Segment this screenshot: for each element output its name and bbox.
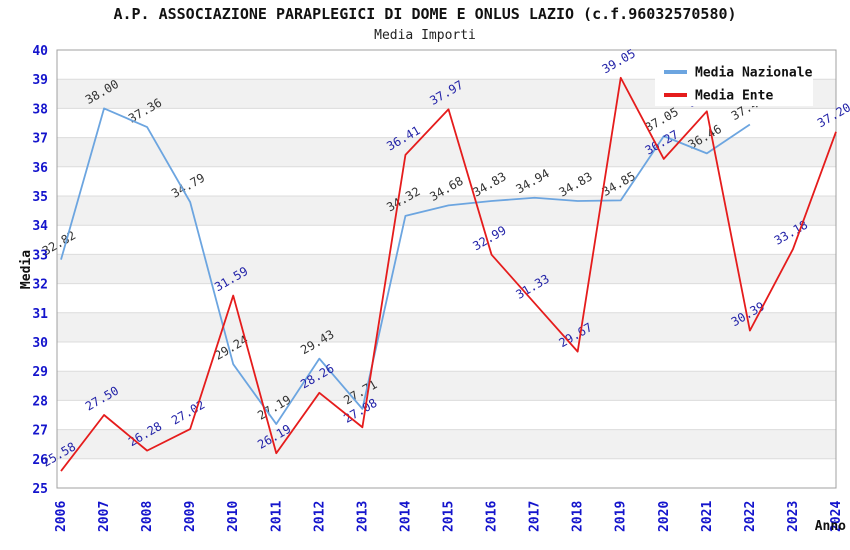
- data-label-ente: 39.05: [600, 46, 638, 76]
- x-axis-title: Anno: [814, 519, 846, 534]
- y-tick-label: 29: [32, 365, 48, 380]
- x-tick-label: 2020: [657, 501, 672, 532]
- y-tick-label: 34: [32, 219, 48, 234]
- plot-band: [57, 196, 836, 226]
- y-tick-label: 37: [32, 132, 48, 147]
- legend-label-ente: Media Ente: [695, 89, 773, 104]
- x-tick-label: 2018: [571, 501, 586, 532]
- x-tick-label: 2016: [485, 501, 500, 532]
- series-line-nazionale: [60, 107, 751, 425]
- x-tick-label: 2014: [398, 501, 413, 532]
- data-label-nazionale: 34.94: [513, 166, 551, 196]
- y-tick-label: 32: [32, 278, 48, 293]
- plot-band: [57, 254, 836, 284]
- x-tick-label: 2023: [786, 501, 801, 532]
- x-tick-label: 2019: [614, 501, 629, 532]
- x-tick-label: 2022: [743, 501, 758, 532]
- y-tick-label: 39: [32, 73, 48, 88]
- chart-subtitle: Media Importi: [374, 28, 476, 43]
- plot-border: [56, 49, 837, 489]
- x-tick-label: 2021: [700, 501, 715, 532]
- legend-label-nazionale: Media Nazionale: [695, 66, 813, 81]
- y-tick-label: 25: [32, 482, 48, 497]
- y-tick-label: 40: [32, 44, 48, 59]
- y-tick-label: 31: [32, 307, 48, 322]
- y-tick-label: 33: [32, 248, 48, 263]
- x-tick-label: 2013: [355, 501, 370, 532]
- plot-band: [57, 137, 836, 167]
- x-tick-label: 2015: [442, 501, 457, 532]
- plot-band: [57, 371, 836, 401]
- data-label-nazionale: 34.83: [557, 169, 595, 199]
- x-tick-label: 2006: [54, 501, 69, 532]
- y-tick-label: 36: [32, 161, 48, 176]
- series-line-ente: [60, 76, 837, 472]
- y-tick-label: 27: [32, 424, 48, 439]
- y-axis-title: Media: [19, 249, 35, 290]
- y-tick-label: 26: [32, 453, 48, 468]
- x-tick-label: 2011: [269, 501, 284, 532]
- data-label-ente: 27.02: [169, 397, 207, 427]
- x-tick-label: 2010: [226, 501, 241, 532]
- y-tick-label: 35: [32, 190, 48, 205]
- plot-band: [57, 429, 836, 459]
- plot-band: [57, 312, 836, 342]
- y-tick-label: 38: [32, 102, 48, 117]
- x-tick-label: 2024: [829, 501, 844, 532]
- y-tick-label: 28: [32, 394, 48, 409]
- x-tick-label: 2008: [140, 501, 155, 532]
- y-tick-label: 30: [32, 336, 48, 351]
- data-label-nazionale: 34.83: [470, 169, 508, 199]
- x-tick-label: 2012: [312, 501, 327, 532]
- x-tick-label: 2007: [97, 501, 112, 532]
- x-tick-label: 2009: [183, 501, 198, 532]
- chart-title: A.P. ASSOCIAZIONE PARAPLEGICI DI DOME E …: [113, 5, 737, 23]
- x-tick-label: 2017: [528, 501, 543, 532]
- legend-box: [655, 54, 813, 106]
